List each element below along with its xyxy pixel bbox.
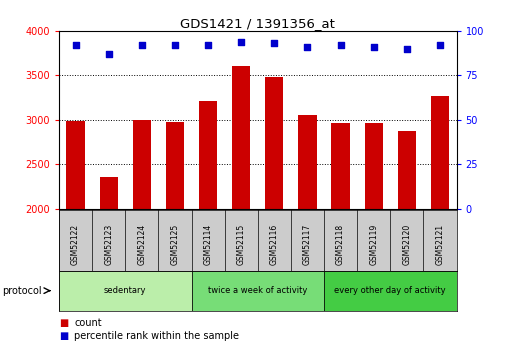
Bar: [265, 77, 284, 209]
Point: [337, 42, 345, 48]
Point: [204, 42, 212, 48]
Bar: [331, 124, 350, 209]
Point: [137, 42, 146, 48]
Bar: [232, 66, 250, 209]
Bar: [67, 121, 85, 209]
Point: [270, 41, 279, 46]
Text: GSM52120: GSM52120: [402, 224, 411, 265]
Bar: [431, 96, 449, 209]
Text: sedentary: sedentary: [104, 286, 147, 295]
Text: GSM52119: GSM52119: [369, 224, 378, 265]
Bar: [324, 271, 457, 310]
Title: GDS1421 / 1391356_at: GDS1421 / 1391356_at: [181, 17, 335, 30]
Text: every other day of activity: every other day of activity: [334, 286, 446, 295]
Text: GSM52124: GSM52124: [137, 224, 146, 265]
Bar: [199, 101, 217, 209]
Text: count: count: [74, 318, 102, 327]
Point: [370, 44, 378, 50]
Text: GSM52118: GSM52118: [336, 224, 345, 265]
Point: [171, 42, 179, 48]
Text: percentile rank within the sample: percentile rank within the sample: [74, 332, 240, 341]
Point: [436, 42, 444, 48]
Bar: [100, 177, 118, 209]
Point: [71, 42, 80, 48]
Text: GSM52122: GSM52122: [71, 224, 80, 265]
Bar: [299, 116, 317, 209]
Bar: [191, 271, 324, 310]
Text: GSM52114: GSM52114: [204, 224, 212, 265]
Text: twice a week of activity: twice a week of activity: [208, 286, 307, 295]
Bar: [133, 120, 151, 209]
Text: ■: ■: [59, 332, 68, 341]
Point: [403, 46, 411, 51]
Text: GSM52125: GSM52125: [170, 224, 180, 265]
Bar: [365, 122, 383, 209]
Text: ■: ■: [59, 318, 68, 327]
Text: GSM52117: GSM52117: [303, 224, 312, 265]
Text: GSM52121: GSM52121: [436, 224, 444, 265]
Point: [237, 39, 245, 45]
Text: protocol: protocol: [3, 286, 42, 296]
Bar: [59, 271, 191, 310]
Text: GSM52115: GSM52115: [236, 224, 246, 265]
Point: [303, 44, 311, 50]
Bar: [166, 122, 184, 209]
Text: GSM52123: GSM52123: [104, 224, 113, 265]
Text: GSM52116: GSM52116: [270, 224, 279, 265]
Bar: [398, 130, 416, 209]
Point: [105, 51, 113, 57]
